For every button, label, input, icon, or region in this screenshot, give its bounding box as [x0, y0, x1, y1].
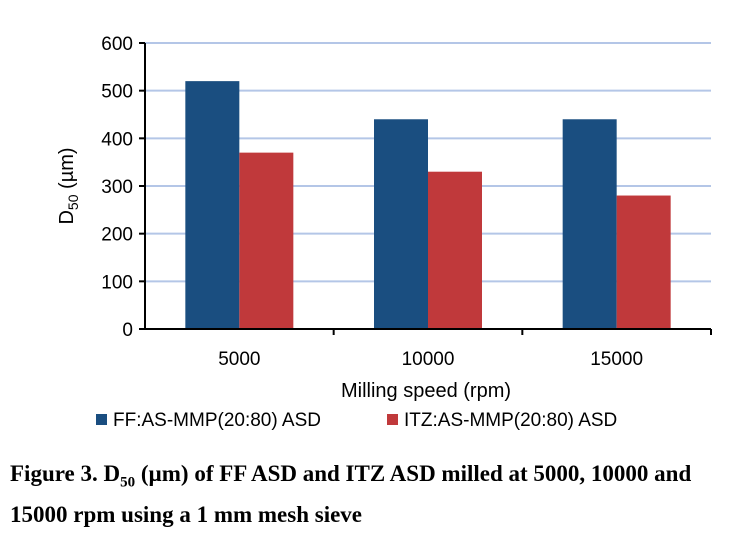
y-axis-title: D50 (µm)	[56, 147, 81, 224]
bar-series-1-10000	[374, 119, 428, 330]
bar-series-2-5000	[239, 152, 294, 329]
caption-prefix: Figure 3. D	[10, 461, 121, 486]
legend-swatch	[96, 414, 107, 425]
y-axis-title-subscript: 50	[65, 194, 81, 210]
bar-series-1-5000	[185, 81, 240, 329]
caption-rest: (µm) of FF ASD and ITZ ASD milled at 500…	[10, 461, 692, 527]
figure-caption: Figure 3. D50 (µm) of FF ASD and ITZ ASD…	[10, 458, 730, 530]
y-tick-labels: 0 100 200 300 400 500 600	[101, 34, 145, 341]
legend-swatch	[387, 414, 398, 425]
y-axis-title-unit: (µm)	[56, 147, 78, 194]
y-tick-label: 600	[101, 34, 133, 55]
x-tick-label: 5000	[218, 349, 260, 370]
y-tick-label: 300	[101, 177, 133, 198]
x-tick-label: 10000	[402, 349, 455, 370]
y-tick-label: 0	[122, 320, 133, 341]
bar-series-2-15000	[616, 195, 671, 329]
bar-series-1-15000	[562, 119, 617, 330]
y-tick-label: 400	[101, 129, 133, 150]
caption-subscript: 50	[120, 474, 136, 491]
legend: FF:AS-MMP(20:80) ASD ITZ:AS-MMP(20:80) AS…	[96, 410, 617, 431]
legend-label: FF:AS-MMP(20:80) ASD	[113, 410, 321, 431]
y-axis-title-main: D	[56, 210, 78, 224]
y-tick-label: 100	[101, 272, 133, 293]
x-axis-title: Milling speed (rpm)	[341, 380, 511, 402]
x-tick-labels: 5000 10000 15000	[218, 329, 712, 370]
bar-series-2-10000	[428, 171, 482, 329]
x-tick-label: 15000	[590, 349, 643, 370]
legend-label: ITZ:AS-MMP(20:80) ASD	[404, 410, 617, 431]
y-tick-label: 200	[101, 225, 133, 246]
y-tick-label: 500	[101, 82, 133, 103]
bars	[185, 81, 671, 330]
bar-chart: 0 100 200 300 400 500 600 5000 10000 15000 Milli…	[56, 34, 712, 431]
